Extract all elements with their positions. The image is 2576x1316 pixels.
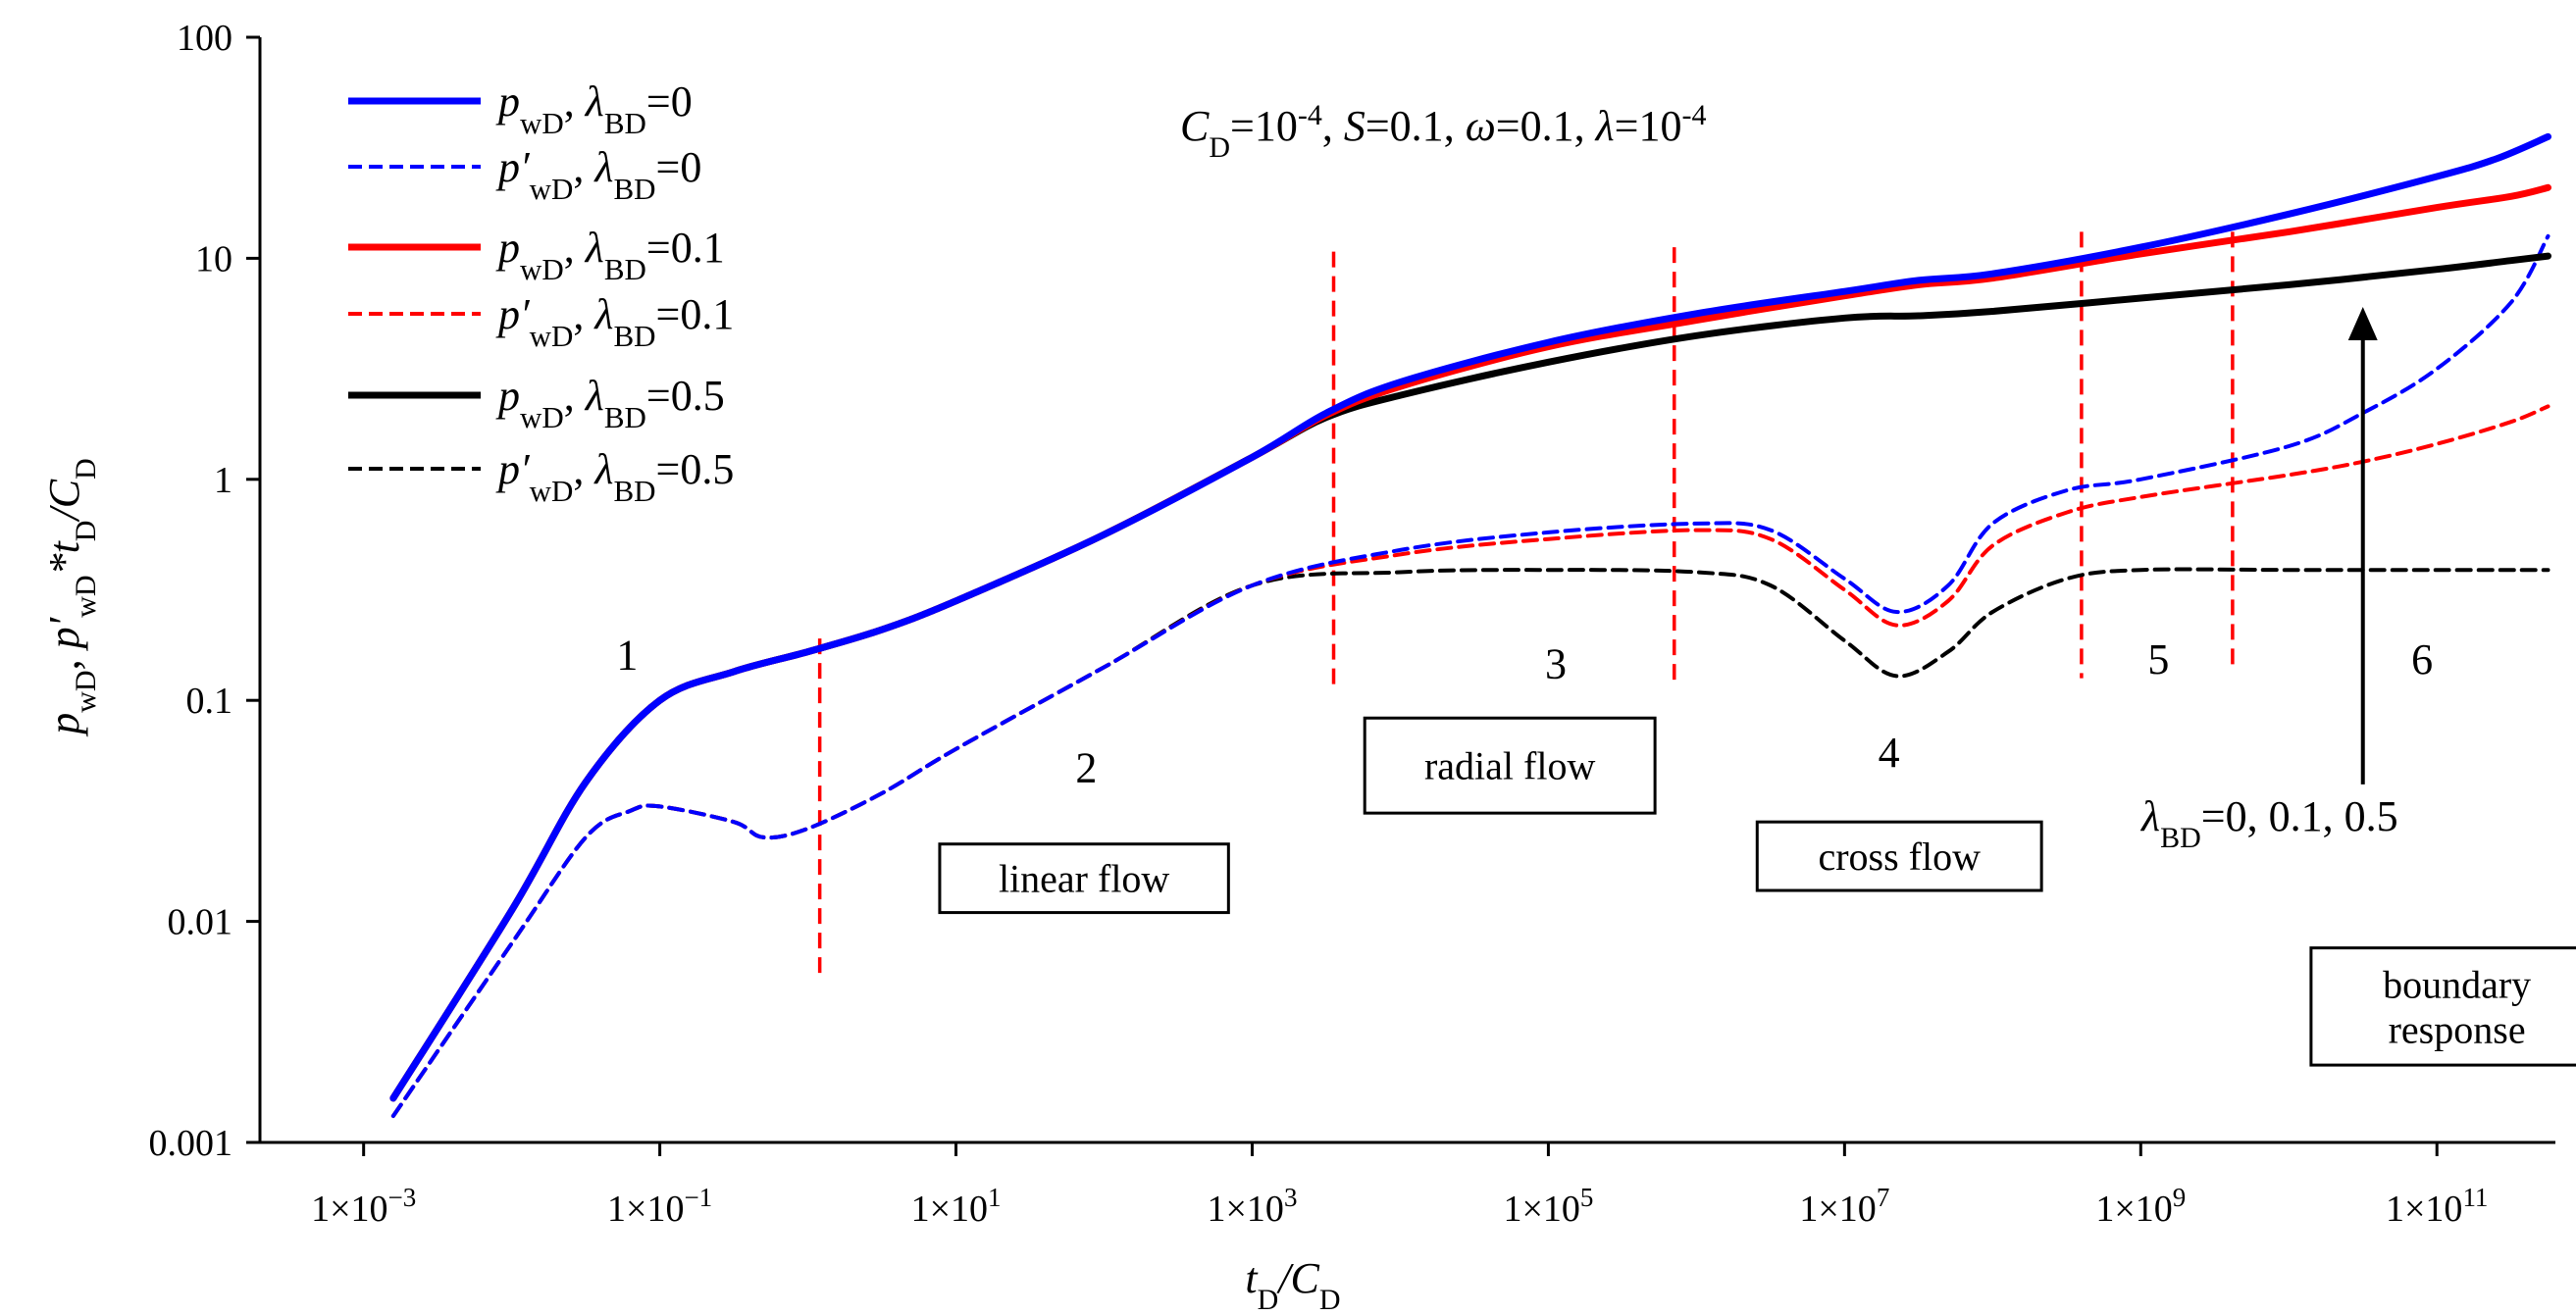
region-number-label: 1 bbox=[616, 632, 638, 680]
arrow-label: λBD=0, 0.1, 0.5 bbox=[2139, 792, 2398, 854]
flow-regime-box bbox=[1755, 820, 2043, 892]
legend: pwD, λBD=0 p′wD, λBD=0 pwD, λBD=0.1 p′wD… bbox=[348, 77, 734, 508]
legend-label: pwD, λBD=0 bbox=[495, 77, 693, 140]
legend-item: pwD, λBD=0 bbox=[348, 77, 693, 140]
y-axis-label: pwD, p′wD*tD/CD bbox=[40, 458, 102, 736]
x-tick-label: 1×1011 bbox=[2386, 1183, 2488, 1230]
y-tick-label: 0.001 bbox=[149, 1123, 233, 1164]
region-number-label: 5 bbox=[2147, 635, 2169, 683]
legend-item: pwD, λBD=0.5 bbox=[348, 372, 725, 434]
legend-label: p′wD, λBD=0 bbox=[495, 143, 701, 206]
parameter-annotation: CD=10-4, S=0.1, ω=0.1, λ=10-4 bbox=[1180, 99, 1706, 164]
y-tick-label: 100 bbox=[177, 18, 232, 59]
y-tick-label: 0.1 bbox=[186, 681, 233, 722]
flow-regime-label: radial flow bbox=[1424, 744, 1595, 788]
y-tick-label: 1 bbox=[214, 460, 232, 501]
legend-label: pwD, λBD=0.1 bbox=[495, 224, 725, 286]
region-number-label: 2 bbox=[1075, 744, 1097, 792]
legend-label: pwD, λBD=0.5 bbox=[495, 372, 725, 434]
legend-item: p′wD, λBD=0.5 bbox=[348, 445, 734, 508]
flow-regime-label: cross flow bbox=[1818, 835, 1981, 879]
flow-regime-label: response bbox=[2389, 1007, 2526, 1051]
legend-item: p′wD, λBD=0 bbox=[348, 143, 701, 206]
x-axis-label: tD/CD bbox=[1245, 1254, 1340, 1316]
x-tick-label: 1×105 bbox=[1503, 1183, 1593, 1230]
y-tick-label: 0.01 bbox=[168, 902, 233, 943]
x-tick-label: 1×10−3 bbox=[311, 1183, 416, 1230]
x-tick-label: 1×103 bbox=[1208, 1183, 1298, 1230]
flow-regime-label: boundary bbox=[2383, 962, 2531, 1006]
y-tick-label: 10 bbox=[195, 238, 232, 279]
legend-item: p′wD, λBD=0.1 bbox=[348, 290, 734, 353]
x-tick-label: 1×10−1 bbox=[607, 1183, 712, 1230]
x-tick-label: 1×109 bbox=[2095, 1183, 2186, 1230]
region-number-label: 6 bbox=[2411, 635, 2433, 683]
series-line-pressure bbox=[389, 132, 2551, 1102]
flow-regime-label: linear flow bbox=[999, 857, 1169, 901]
x-tick-label: 1×101 bbox=[911, 1183, 1002, 1230]
x-tick-label: 1×107 bbox=[1799, 1183, 1889, 1230]
region-number-label: 3 bbox=[1545, 640, 1567, 688]
legend-item: pwD, λBD=0.1 bbox=[348, 224, 725, 286]
series-line-derivative bbox=[390, 233, 2550, 1118]
legend-label: p′wD, λBD=0.1 bbox=[495, 290, 734, 353]
flow-regime-box bbox=[1363, 716, 1657, 815]
flow-regime-box bbox=[938, 842, 1230, 915]
arrow-head bbox=[2347, 306, 2378, 340]
region-number-label: 4 bbox=[1879, 729, 1900, 777]
flow-regime-box bbox=[2309, 946, 2576, 1067]
legend-label: p′wD, λBD=0.5 bbox=[495, 445, 734, 508]
